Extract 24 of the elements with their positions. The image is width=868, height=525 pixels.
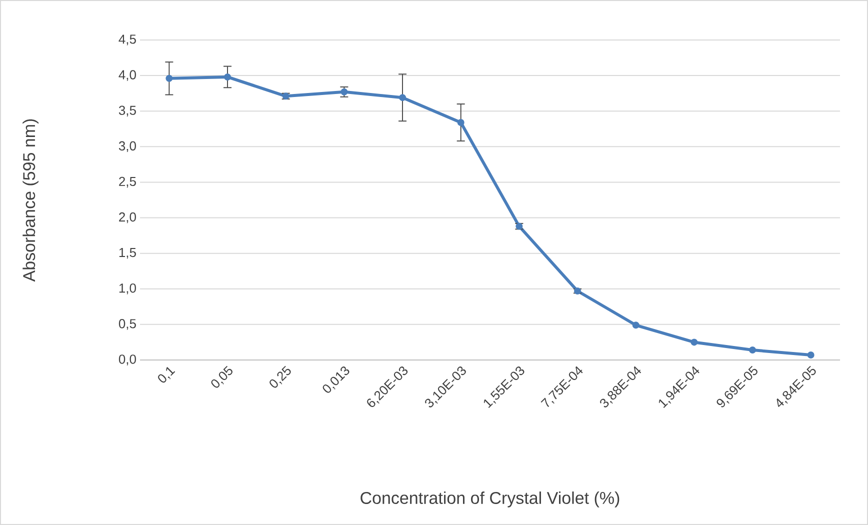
point <box>166 74 173 82</box>
point <box>632 322 640 329</box>
point <box>457 118 464 126</box>
y-tick-label: 3,0 <box>118 141 136 152</box>
y-tick-label: 1,5 <box>119 248 136 259</box>
point <box>807 352 814 359</box>
y-tick-label: 1,0 <box>119 284 136 294</box>
point <box>340 88 348 96</box>
y-axis-title: Absorbance (595 nm) <box>22 119 38 282</box>
y-tick-label: 0,0 <box>118 354 136 366</box>
y-tick-label: 2,0 <box>119 212 136 224</box>
point <box>224 73 232 80</box>
y-tick-label: 2,5 <box>119 176 136 188</box>
x-tick-label: 0,05 <box>211 366 232 388</box>
y-tick-label: 4,5 <box>118 34 136 46</box>
x-axis-title: Concentration of Crystal Violet (%) <box>360 492 620 508</box>
y-tick-label: 3,5 <box>118 106 136 116</box>
point <box>690 338 698 346</box>
y-tick-label: 0,5 <box>118 319 136 330</box>
point <box>749 346 756 354</box>
x-tick-label: 0,1 <box>158 367 176 383</box>
point <box>399 94 406 102</box>
x-tick-label: 0,25 <box>270 366 291 388</box>
y-tick-label: 4,0 <box>118 70 136 81</box>
